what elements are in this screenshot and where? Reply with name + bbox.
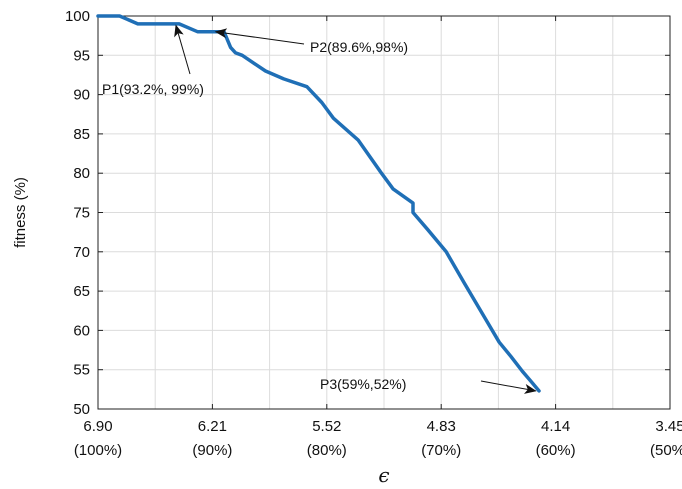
x-tick-label: 4.14: [541, 418, 570, 435]
x-tick-label: 5.52: [312, 418, 341, 435]
annotation-p3-label: P3(59%,52%): [320, 376, 406, 392]
x-tick-sublabel: (100%): [74, 442, 122, 459]
axis-ticks: 50 55 60 65 70 75 80 85 90 95 100 6.90 (100%) 6.21 (90…: [65, 8, 682, 459]
x-tick-sublabel: (60%): [536, 442, 576, 459]
x-tick-sublabel: (50%): [650, 442, 682, 459]
x-tick-label: 4.83: [427, 418, 456, 435]
annotations: P1(93.2%, 99%) P2(89.6%,98%) P3(59%,52%): [102, 24, 537, 394]
annotation-p1-arrow: [174, 24, 191, 75]
y-tick-label: 90: [73, 87, 90, 104]
y-tick-label: 100: [65, 8, 90, 25]
annotation-p2-arrow: [214, 28, 305, 45]
x-tick-label: 6.90: [83, 418, 112, 435]
annotation-p1-label: P1(93.2%, 99%): [102, 81, 204, 97]
x-tick-label: 6.21: [198, 418, 227, 435]
y-tick-label: 95: [73, 47, 90, 64]
x-tick-sublabel: (90%): [192, 442, 232, 459]
x-axis-title: ϵ: [378, 463, 389, 487]
y-tick-label: 85: [73, 126, 90, 143]
annotation-p2-label: P2(89.6%,98%): [310, 39, 408, 55]
x-tick-sublabel: (80%): [307, 442, 347, 459]
y-axis-title: fitness (%): [12, 177, 29, 248]
y-tick-label: 70: [73, 244, 90, 261]
y-tick-label: 80: [73, 165, 90, 182]
y-tick-label: 75: [73, 205, 90, 222]
x-tick-label: 3.45: [655, 418, 682, 435]
x-tick-sublabel: (70%): [421, 442, 461, 459]
annotation-p3-arrow: [480, 380, 537, 394]
y-tick-label: 65: [73, 283, 90, 300]
grid-lines: [98, 16, 670, 409]
y-tick-label: 60: [73, 322, 90, 339]
y-tick-label: 50: [73, 401, 90, 418]
y-tick-label: 55: [73, 362, 90, 379]
